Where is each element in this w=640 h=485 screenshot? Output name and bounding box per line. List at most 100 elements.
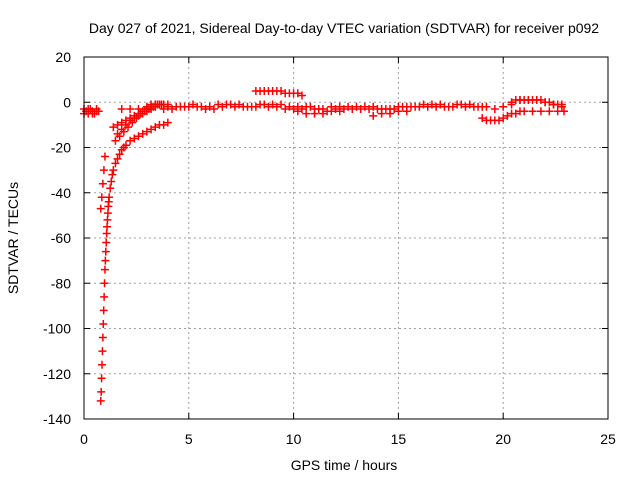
data-point xyxy=(209,105,218,114)
data-point xyxy=(243,102,252,111)
data-point xyxy=(126,116,135,125)
data-point xyxy=(107,177,116,186)
series-recovery-arcs xyxy=(109,100,172,145)
data-point xyxy=(103,215,112,224)
x-tick-label: 5 xyxy=(185,431,193,447)
data-point xyxy=(193,102,202,111)
data-point xyxy=(423,102,432,111)
data-point xyxy=(226,100,235,109)
data-point xyxy=(147,125,156,134)
data-point xyxy=(99,306,108,315)
data-point xyxy=(138,109,147,118)
x-tick-label: 25 xyxy=(600,431,616,447)
chart-title: Day 027 of 2021, Sidereal Day-to-day VTE… xyxy=(89,20,599,36)
x-tick-label: 20 xyxy=(495,431,511,447)
y-tick-label: -80 xyxy=(51,275,71,291)
data-point xyxy=(134,132,143,141)
x-tick-label: 0 xyxy=(80,431,88,447)
series-deep-dip xyxy=(96,118,172,405)
data-point xyxy=(97,374,106,383)
data-point xyxy=(503,111,512,120)
data-point xyxy=(130,114,139,123)
data-point xyxy=(230,102,239,111)
data-point xyxy=(84,105,93,114)
data-point xyxy=(117,118,126,127)
data-point xyxy=(176,102,185,111)
data-point xyxy=(369,111,378,120)
data-point xyxy=(98,347,107,356)
data-point xyxy=(444,102,453,111)
data-point xyxy=(102,229,111,238)
data-point xyxy=(96,204,105,213)
data-point xyxy=(98,333,107,342)
data-point xyxy=(92,107,101,116)
data-point xyxy=(142,127,151,136)
data-point xyxy=(557,102,566,111)
data-point xyxy=(302,109,311,118)
data-point xyxy=(352,102,361,111)
data-point xyxy=(163,102,172,111)
data-point xyxy=(335,102,344,111)
y-tick-label: 0 xyxy=(63,94,71,110)
data-point xyxy=(394,102,403,111)
data-point xyxy=(126,105,135,114)
y-tick-label: -40 xyxy=(51,185,71,201)
data-point xyxy=(111,159,120,168)
data-point xyxy=(115,150,124,159)
data-point xyxy=(277,100,286,109)
data-point xyxy=(88,109,97,118)
data-point xyxy=(511,109,520,118)
data-point xyxy=(411,102,420,111)
data-point xyxy=(478,114,487,123)
data-point xyxy=(490,105,499,114)
data-point xyxy=(545,107,554,116)
data-point xyxy=(205,102,214,111)
data-point xyxy=(318,105,327,114)
data-point xyxy=(142,102,151,111)
data-point xyxy=(126,136,135,145)
data-point xyxy=(277,86,286,95)
data-point xyxy=(98,360,107,369)
data-point xyxy=(377,105,386,114)
y-tick-label: -140 xyxy=(43,411,71,427)
data-point xyxy=(285,102,294,111)
data-point xyxy=(130,134,139,143)
data-point xyxy=(436,100,445,109)
y-axis-label: SDTVAR / TECUs xyxy=(5,182,21,294)
data-point xyxy=(427,100,436,109)
data-point xyxy=(260,100,269,109)
data-point xyxy=(121,120,130,129)
data-point xyxy=(545,98,554,107)
data-point xyxy=(100,292,109,301)
data-point xyxy=(155,100,164,109)
data-point xyxy=(103,209,112,218)
data-point xyxy=(201,105,210,114)
data-point xyxy=(99,166,108,175)
data-point xyxy=(138,129,147,138)
data-point xyxy=(151,123,160,132)
data-point xyxy=(188,100,197,109)
data-point xyxy=(235,100,244,109)
data-point xyxy=(272,102,281,111)
data-point xyxy=(147,100,156,109)
data-point xyxy=(297,105,306,114)
data-point xyxy=(495,116,504,125)
data-point xyxy=(465,100,474,109)
data-point xyxy=(117,125,126,134)
data-point xyxy=(113,154,122,163)
data-point xyxy=(134,105,143,114)
data-point xyxy=(134,111,143,120)
data-point xyxy=(251,102,260,111)
y-tick-label: -60 xyxy=(51,230,71,246)
data-point xyxy=(331,105,340,114)
data-point xyxy=(102,238,111,247)
data-layer xyxy=(80,86,568,405)
data-point xyxy=(348,105,357,114)
data-point xyxy=(113,129,122,138)
data-point xyxy=(310,105,319,114)
data-point xyxy=(344,102,353,111)
tick-layer: 0 5 10 15 20 25 -140 -120 -100 -80 -60 -40 -20 0 20 xyxy=(43,49,616,447)
data-point xyxy=(100,265,109,274)
